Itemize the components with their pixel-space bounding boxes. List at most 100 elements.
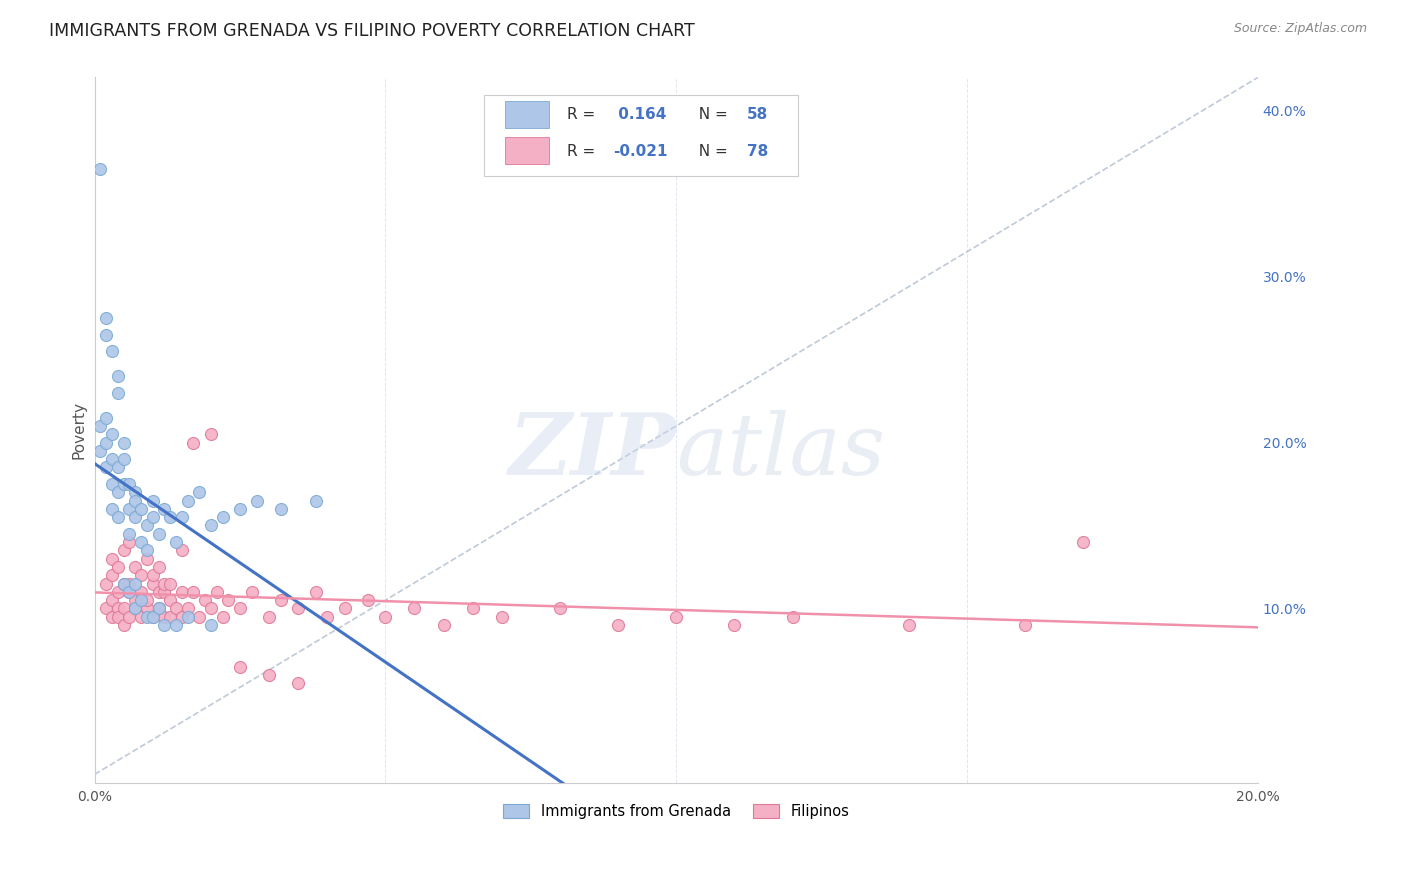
Point xyxy=(176,609,198,624)
Point xyxy=(205,585,228,599)
Point xyxy=(148,601,170,615)
Text: 78: 78 xyxy=(747,144,769,159)
Point xyxy=(607,618,630,632)
Point xyxy=(142,493,165,508)
Point xyxy=(124,593,146,607)
Point xyxy=(107,585,129,599)
Point xyxy=(142,609,165,624)
Point xyxy=(176,493,198,508)
Point xyxy=(101,502,124,516)
Text: atlas: atlas xyxy=(676,410,886,492)
Point xyxy=(112,477,135,491)
Point xyxy=(112,576,135,591)
Point xyxy=(118,609,141,624)
Point xyxy=(665,609,688,624)
Point xyxy=(159,576,181,591)
Point xyxy=(129,535,152,549)
Point xyxy=(124,601,146,615)
Point xyxy=(287,601,309,615)
Point xyxy=(107,369,129,384)
Point xyxy=(200,618,222,632)
Point xyxy=(124,485,146,500)
Point xyxy=(101,477,124,491)
Point xyxy=(135,609,157,624)
Point xyxy=(194,593,217,607)
Point xyxy=(129,502,152,516)
Point xyxy=(165,535,187,549)
Point xyxy=(101,427,124,442)
Point xyxy=(124,560,146,574)
Point xyxy=(107,609,129,624)
Point xyxy=(153,502,176,516)
Point xyxy=(135,543,157,558)
Point xyxy=(118,576,141,591)
Point xyxy=(316,609,339,624)
Point xyxy=(135,601,157,615)
Point xyxy=(153,585,176,599)
Point xyxy=(118,526,141,541)
Point xyxy=(153,609,176,624)
Point xyxy=(129,568,152,582)
Point xyxy=(176,601,198,615)
Point xyxy=(1014,618,1036,632)
Point xyxy=(159,510,181,524)
Point xyxy=(101,452,124,467)
Point xyxy=(96,311,118,326)
Point xyxy=(723,618,745,632)
Point xyxy=(270,593,292,607)
Point xyxy=(124,510,146,524)
Point xyxy=(270,502,292,516)
Point xyxy=(96,410,118,425)
Point xyxy=(96,601,118,615)
Point xyxy=(96,460,118,475)
Point xyxy=(148,585,170,599)
Point xyxy=(142,609,165,624)
Point xyxy=(96,576,118,591)
Point xyxy=(229,601,252,615)
Y-axis label: Poverty: Poverty xyxy=(72,401,86,459)
Text: N =: N = xyxy=(689,107,733,122)
Point xyxy=(491,609,513,624)
Point xyxy=(142,510,165,524)
Point xyxy=(153,576,176,591)
Point xyxy=(112,601,135,615)
Point xyxy=(211,510,233,524)
Point xyxy=(112,543,135,558)
Point xyxy=(374,609,396,624)
Point xyxy=(148,601,170,615)
Point xyxy=(135,551,157,566)
Point xyxy=(404,601,426,615)
Point xyxy=(257,609,280,624)
Point xyxy=(170,609,193,624)
Point xyxy=(240,585,263,599)
Point xyxy=(107,385,129,400)
Point xyxy=(211,609,233,624)
Point xyxy=(124,576,146,591)
Point xyxy=(89,443,111,458)
Point xyxy=(782,609,804,624)
Point xyxy=(897,618,920,632)
Point xyxy=(159,593,181,607)
Point xyxy=(118,585,141,599)
Point xyxy=(357,593,380,607)
Text: -0.021: -0.021 xyxy=(613,144,668,159)
Legend: Immigrants from Grenada, Filipinos: Immigrants from Grenada, Filipinos xyxy=(498,798,855,825)
Point xyxy=(135,593,157,607)
Point xyxy=(333,601,356,615)
Point xyxy=(217,593,239,607)
Text: R =: R = xyxy=(567,107,600,122)
Point xyxy=(101,568,124,582)
Text: N =: N = xyxy=(689,144,733,159)
Point xyxy=(200,518,222,533)
Point xyxy=(129,585,152,599)
Text: ZIP: ZIP xyxy=(509,409,676,493)
Point xyxy=(432,618,454,632)
Point xyxy=(107,601,129,615)
Point xyxy=(461,601,484,615)
Point xyxy=(129,593,152,607)
Point xyxy=(246,493,269,508)
Text: 58: 58 xyxy=(747,107,769,122)
Point xyxy=(142,568,165,582)
Point xyxy=(107,460,129,475)
Point xyxy=(101,609,124,624)
